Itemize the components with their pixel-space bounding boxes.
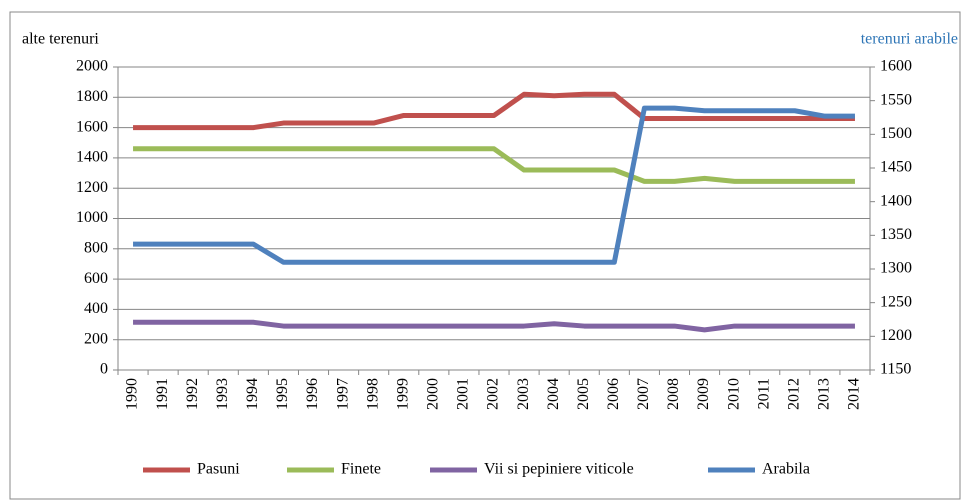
y2-tick-label: 1350: [880, 226, 912, 243]
y-tick-label: 1800: [76, 88, 108, 105]
y2-tick-label: 1600: [880, 58, 912, 75]
x-tick-label: 2003: [515, 378, 532, 410]
x-tick-label: 2014: [846, 378, 863, 410]
x-tick-label: 1999: [394, 378, 411, 410]
y-axis-label: alte terenuri: [22, 31, 99, 48]
x-tick-label: 2008: [665, 378, 682, 410]
x-tick-label: 2010: [725, 378, 742, 410]
legend-label: Arabila: [762, 461, 810, 478]
y2-tick-label: 1150: [880, 361, 911, 378]
y2-axis-label: terenuri arabile: [861, 31, 958, 48]
x-tick-label: 1990: [124, 378, 141, 410]
x-tick-label: 2001: [455, 378, 472, 410]
x-tick-label: 1995: [274, 378, 291, 410]
x-tick-label: 2002: [485, 378, 502, 410]
y-tick-label: 1200: [76, 179, 108, 196]
x-tick-label: 1992: [184, 378, 201, 410]
series-line: [133, 146, 855, 184]
x-tick-label: 2005: [575, 378, 592, 410]
x-tick-label: 1993: [214, 378, 231, 410]
x-tick-label: 2000: [425, 378, 442, 410]
y-tick-label: 1600: [76, 118, 108, 135]
x-tick-label: 1996: [304, 378, 321, 410]
x-tick-label: 2004: [545, 378, 562, 410]
y2-tick-label: 1250: [880, 293, 912, 310]
x-tick-label: 2012: [785, 378, 802, 410]
legend-label: Pasuni: [197, 461, 240, 478]
y2-tick-label: 1300: [880, 260, 912, 277]
x-tick-label: 2011: [755, 378, 772, 409]
y-tick-label: 2000: [76, 58, 108, 75]
y-tick-label: 400: [84, 300, 108, 317]
x-tick-label: 2013: [816, 378, 833, 410]
x-tick-label: 1997: [334, 378, 351, 410]
x-tick-label: 1994: [244, 378, 261, 410]
y-tick-label: 0: [100, 361, 108, 378]
y2-tick-label: 1500: [880, 125, 912, 142]
x-tick-label: 2009: [695, 378, 712, 410]
series-line: [133, 319, 855, 333]
legend-label: Finete: [341, 461, 381, 478]
y-tick-label: 1400: [76, 149, 108, 166]
series-line: [133, 105, 855, 265]
y2-tick-label: 1400: [880, 192, 912, 209]
y-tick-label: 800: [84, 239, 108, 256]
y-tick-label: 200: [84, 330, 108, 347]
legend-label: Vii si pepiniere viticole: [484, 461, 634, 478]
y2-tick-label: 1450: [880, 159, 912, 176]
series-line: [133, 91, 855, 131]
y-tick-label: 1000: [76, 209, 108, 226]
chart-border: [9, 11, 961, 500]
y2-tick-label: 1550: [880, 91, 912, 108]
x-tick-label: 2007: [635, 378, 652, 410]
x-tick-label: 1991: [154, 378, 171, 410]
y-tick-label: 600: [84, 270, 108, 287]
x-tick-label: 1998: [364, 378, 381, 410]
y2-tick-label: 1200: [880, 327, 912, 344]
x-tick-label: 2006: [605, 378, 622, 410]
